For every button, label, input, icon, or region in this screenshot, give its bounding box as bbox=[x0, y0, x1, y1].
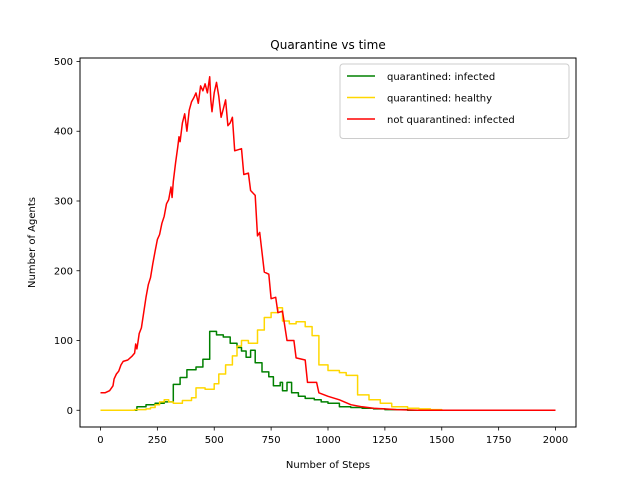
series-line-1 bbox=[100, 330, 556, 412]
x-tick-label: 750 bbox=[262, 435, 281, 446]
x-tick-label: 250 bbox=[148, 435, 167, 446]
legend-label-1: quarantined: infected bbox=[387, 72, 495, 83]
chart-title: Quarantine vs time bbox=[270, 38, 385, 52]
legend: quarantined: infected quarantined: health… bbox=[339, 63, 570, 139]
x-axis-label: Number of Steps bbox=[286, 460, 370, 471]
x-tick-label: 0 bbox=[97, 435, 103, 446]
series-line-2 bbox=[100, 306, 556, 412]
x-tick-label: 1250 bbox=[372, 435, 397, 446]
y-tick-label: 200 bbox=[54, 266, 73, 277]
y-axis-label: Number of Agents bbox=[27, 197, 38, 288]
x-tick-label: 1750 bbox=[486, 435, 511, 446]
y-tick-label: 300 bbox=[54, 196, 73, 207]
x-axis-ticks: 0 250 500 750 1000 1250 1500 1750 2000 bbox=[97, 427, 568, 446]
y-tick-label: 500 bbox=[54, 57, 73, 68]
x-tick-label: 2000 bbox=[543, 435, 568, 446]
x-tick-label: 1000 bbox=[315, 435, 340, 446]
series-line-3 bbox=[100, 76, 556, 412]
x-tick-label: 1500 bbox=[429, 435, 454, 446]
x-tick-label: 500 bbox=[205, 435, 224, 446]
y-axis-ticks: 0 100 200 300 400 500 bbox=[54, 57, 80, 417]
y-tick-label: 100 bbox=[54, 336, 73, 347]
legend-label-2: quarantined: healthy bbox=[387, 94, 492, 105]
y-tick-label: 400 bbox=[54, 127, 73, 138]
y-tick-label: 0 bbox=[67, 406, 73, 417]
legend-label-3: not quarantined: infected bbox=[387, 115, 515, 126]
plot-area bbox=[100, 76, 556, 412]
legend-box bbox=[339, 63, 570, 139]
